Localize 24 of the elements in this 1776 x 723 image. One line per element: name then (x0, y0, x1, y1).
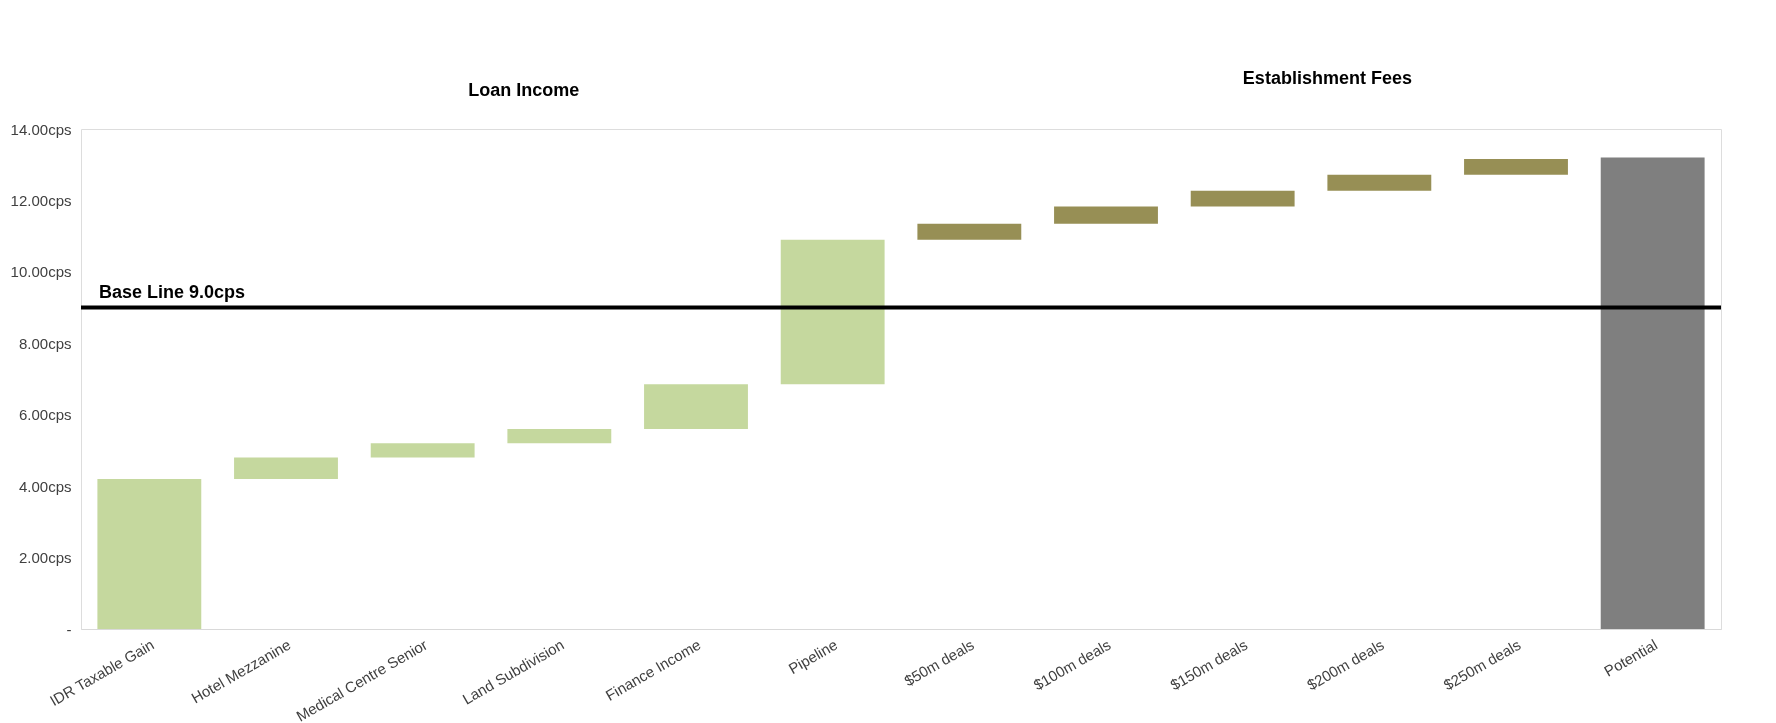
bar (234, 457, 338, 479)
bar (644, 384, 748, 429)
y-tick-label: 10.00cps (10, 263, 72, 281)
bar (1600, 157, 1705, 629)
y-tick-label: 8.00cps (18, 334, 72, 352)
bar (917, 223, 1022, 240)
y-tick-label: 6.00cps (18, 406, 72, 424)
y-tick-label: 4.00cps (18, 477, 72, 495)
bar (1327, 174, 1432, 191)
ref-line-label: Base Line 9.0cps (99, 281, 246, 302)
bar (1190, 190, 1295, 207)
bar (1054, 206, 1158, 224)
y-tick-label: - (66, 620, 72, 638)
bar (507, 429, 612, 444)
bar (370, 443, 475, 458)
x-tick-label: $50m deals (901, 635, 977, 690)
bar (97, 479, 202, 629)
bar (780, 239, 885, 385)
bar (1464, 159, 1568, 175)
text: Establishment Fees (1242, 68, 1412, 88)
y-tick-label: 12.00cps (10, 191, 72, 209)
y-tick-label: 14.00cps (10, 120, 72, 138)
y-tick-label: 2.00cps (18, 549, 72, 567)
text: Loan Income (468, 80, 580, 100)
